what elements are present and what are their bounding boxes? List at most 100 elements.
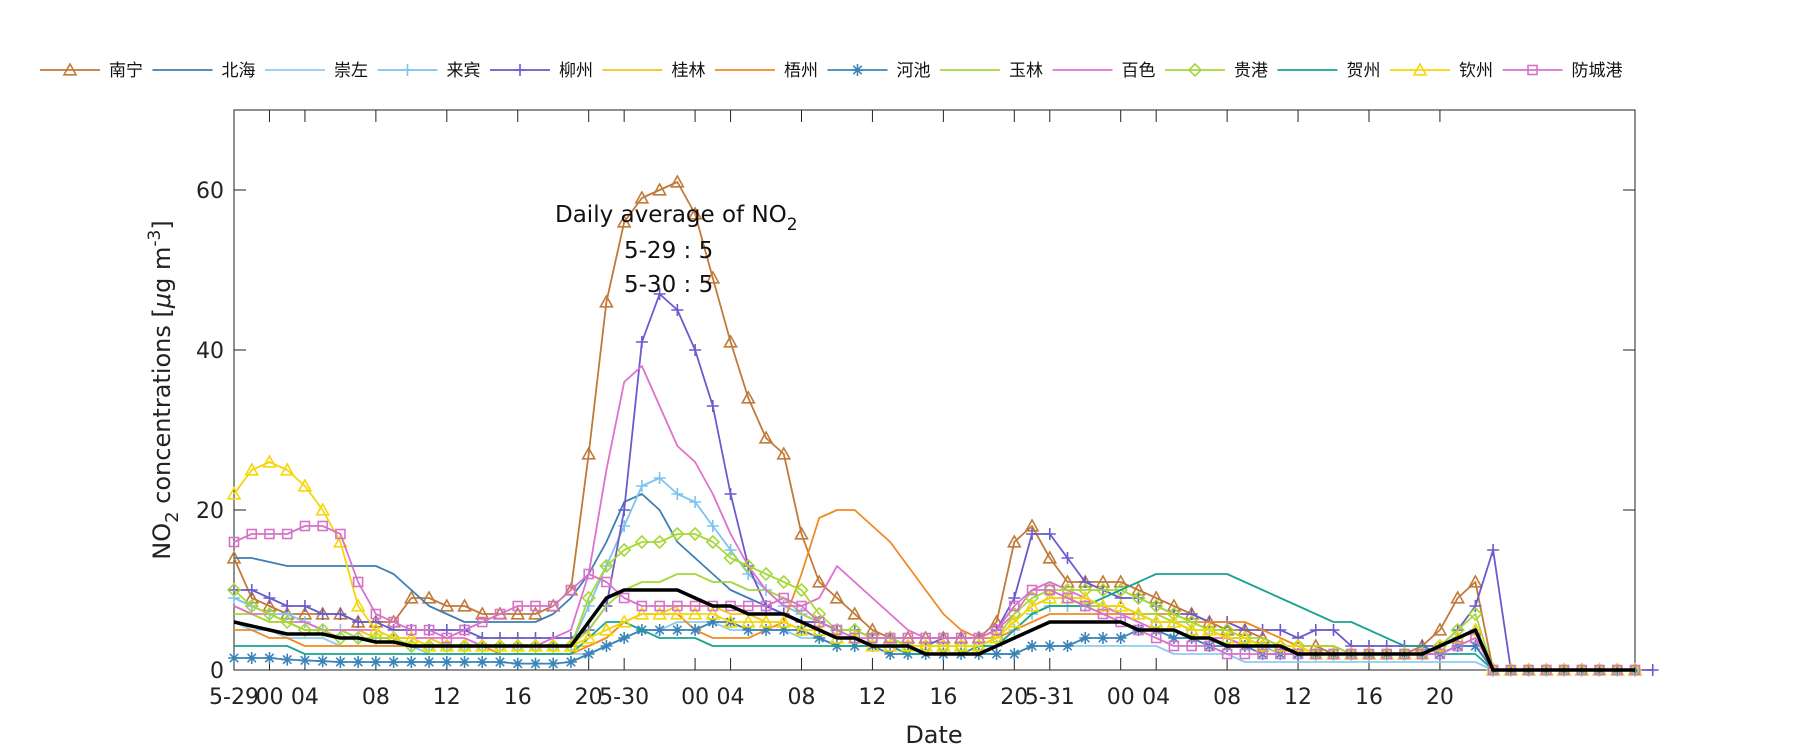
data-point [334,656,347,668]
data-point [636,600,648,612]
data-point [1042,550,1058,564]
data-point [351,630,366,646]
data-point [474,606,490,620]
legend-item: 柳州 [490,61,593,81]
data-point [794,582,809,598]
data-point [297,622,313,638]
legend: 南宁 北海 崇左 来宾 柳州 桂林 梧州 河池 玉林 百色 贵港 贺州 钦州 防城港 [40,61,1623,81]
data-point [760,600,772,612]
data-point [298,600,311,612]
x-tick-label: 12 [858,685,886,710]
data-point [1219,630,1235,644]
data-point [1167,632,1180,644]
data-point [671,488,684,500]
data-point [281,528,293,540]
data-point [1434,648,1446,660]
series-layer [226,174,1659,678]
legend-label: 桂林 [672,61,706,81]
data-point [742,600,754,612]
data-point [1095,582,1111,598]
data-point [1166,614,1182,628]
plot-area [233,109,1636,671]
legend-marker [514,64,526,76]
legend-marker [62,62,78,76]
legend-item: 来宾 [377,61,481,81]
data-point [439,598,455,612]
data-point [812,606,827,622]
data-point [689,496,702,508]
legend-label: 南宁 [109,61,143,81]
legend-item: 北海 [152,61,256,81]
data-point [616,214,632,228]
data-point [510,606,526,620]
data-point [634,190,650,204]
data-point [847,622,862,638]
data-point [900,638,916,654]
data-point [1079,600,1091,612]
series-average [233,588,1635,672]
data-point [528,606,543,620]
data-point [689,624,702,636]
data-point [1237,630,1252,646]
data-point [723,550,738,566]
data-point [635,336,648,348]
legend-marker [1187,62,1203,78]
data-point [1009,600,1020,612]
legend-item: 崇左 [265,61,368,81]
data-point [1450,590,1466,604]
data-point [316,608,329,620]
data-point [1043,640,1056,652]
data-point [406,624,417,636]
data-point [512,600,524,612]
data-point [1469,600,1482,612]
x-tick-label: 16 [929,685,957,710]
data-point [918,638,933,652]
data-point [1096,632,1109,644]
data-point [565,584,577,596]
data-point [228,536,240,548]
x-tick-label: 08 [1213,685,1241,710]
legend-item: 防城港 [1502,61,1623,81]
data-point [669,606,685,620]
data-point [1219,622,1235,638]
data-point [687,606,703,620]
annotation-line-1: 5-29 : 5 [624,238,713,264]
data-point [529,632,542,644]
x-tick-label: 20 [575,685,603,710]
x-tick-label: 16 [504,685,532,710]
data-point [758,566,774,582]
data-point [1113,598,1129,612]
data-point [529,657,542,670]
data-point [652,182,667,196]
data-point [671,304,684,316]
data-point [494,656,507,668]
x-axis-title: Date [905,721,962,749]
legend-label: 梧州 [784,61,818,81]
data-point [705,534,720,550]
data-point [723,614,738,628]
data-point [687,526,703,542]
data-point [547,600,559,612]
legend-marker [851,64,864,76]
series-南宁 [226,174,1643,676]
data-point [1149,598,1164,614]
data-point [671,624,684,636]
data-point [1238,624,1251,636]
x-tick-label: 5-31 [1025,685,1075,710]
data-point [368,622,384,636]
data-point [1008,648,1021,660]
data-point [672,600,683,612]
data-point [581,630,597,644]
data-point [494,632,507,644]
data-point [1184,614,1199,630]
data-point [441,632,453,644]
data-point [226,486,242,500]
data-point [1078,582,1093,598]
data-point [953,638,969,654]
data-point [600,640,613,652]
x-tick-label: 20 [1000,685,1028,710]
legend-label: 崇左 [334,61,368,81]
annotation-title: Daily average of NO2 [555,202,798,235]
data-point [403,630,419,644]
